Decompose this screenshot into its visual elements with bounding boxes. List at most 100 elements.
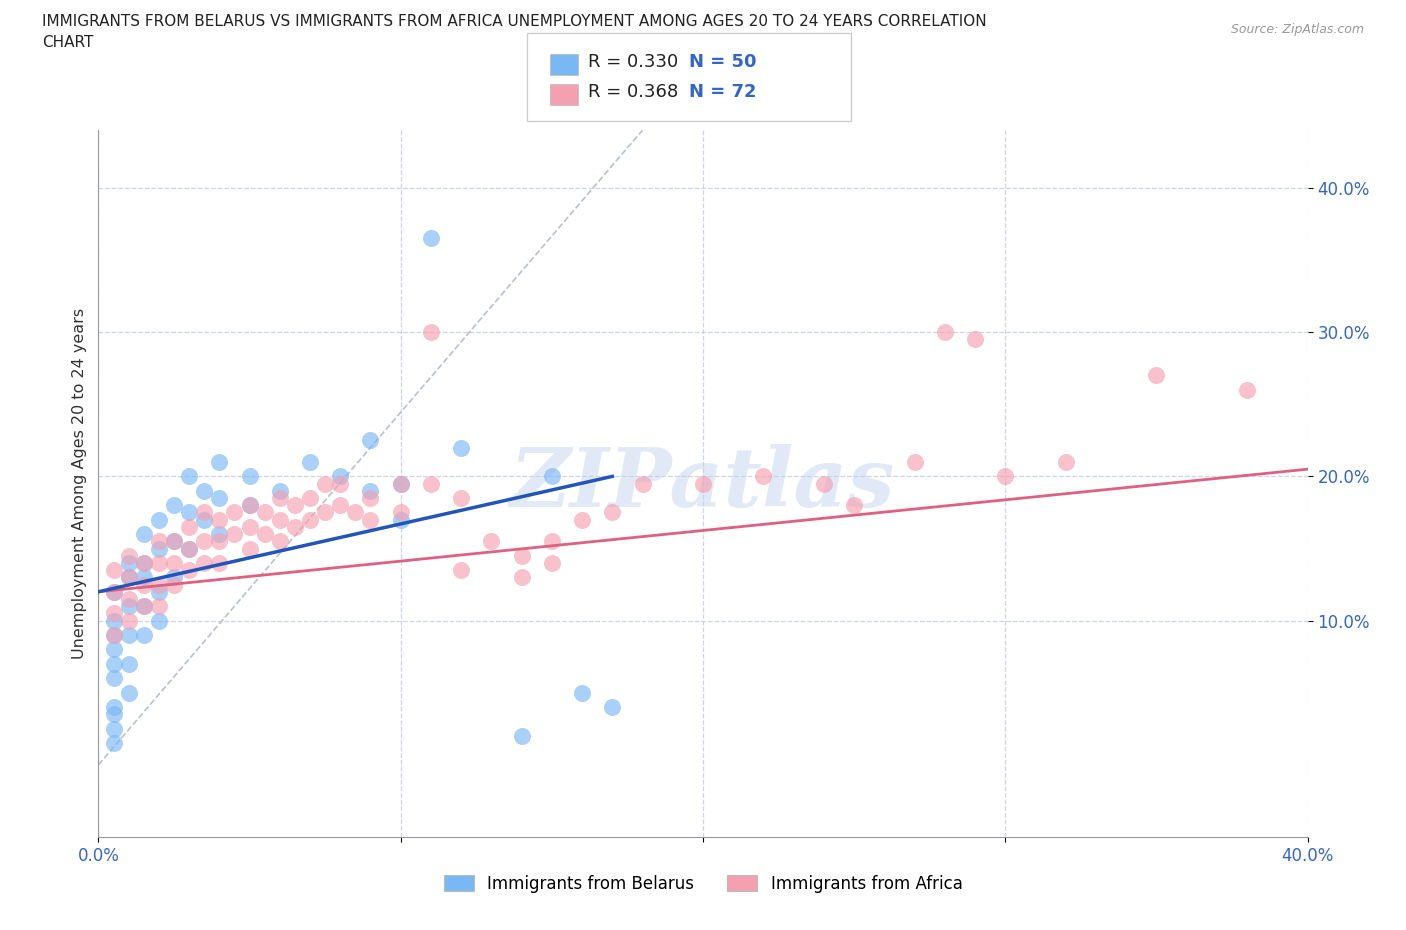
Point xyxy=(148,555,170,570)
Point xyxy=(239,541,262,556)
Point xyxy=(118,570,141,585)
Point xyxy=(148,534,170,549)
Point xyxy=(602,505,624,520)
Point xyxy=(965,332,987,347)
Point xyxy=(299,512,322,527)
Point xyxy=(314,505,336,520)
Y-axis label: Unemployment Among Ages 20 to 24 years: Unemployment Among Ages 20 to 24 years xyxy=(72,308,87,659)
Point xyxy=(844,498,866,512)
Point xyxy=(132,570,155,585)
Point xyxy=(179,469,201,484)
Point xyxy=(284,520,307,535)
Point xyxy=(540,555,562,570)
Point xyxy=(179,505,201,520)
Point xyxy=(132,599,155,614)
Point xyxy=(132,555,155,570)
Legend: Immigrants from Belarus, Immigrants from Africa: Immigrants from Belarus, Immigrants from… xyxy=(437,868,969,899)
Point xyxy=(239,469,262,484)
Point xyxy=(103,584,125,599)
Point xyxy=(571,512,593,527)
Text: IMMIGRANTS FROM BELARUS VS IMMIGRANTS FROM AFRICA UNEMPLOYMENT AMONG AGES 20 TO : IMMIGRANTS FROM BELARUS VS IMMIGRANTS FR… xyxy=(42,14,987,29)
Point xyxy=(253,526,276,541)
Point xyxy=(344,505,367,520)
Point xyxy=(360,491,382,506)
Point xyxy=(224,526,246,541)
Point xyxy=(163,534,186,549)
Point xyxy=(193,505,215,520)
Text: R = 0.330: R = 0.330 xyxy=(588,53,678,72)
Point xyxy=(239,520,262,535)
Point xyxy=(239,498,262,512)
Point xyxy=(103,628,125,643)
Point xyxy=(103,628,125,643)
Point xyxy=(360,484,382,498)
Point xyxy=(118,591,141,606)
Point xyxy=(132,578,155,592)
Point xyxy=(208,491,231,506)
Point xyxy=(163,555,186,570)
Point xyxy=(179,541,201,556)
Point xyxy=(148,584,170,599)
Point xyxy=(692,476,714,491)
Point xyxy=(450,491,472,506)
Point xyxy=(269,534,291,549)
Point xyxy=(934,325,956,339)
Point xyxy=(360,432,382,447)
Point xyxy=(752,469,775,484)
Point xyxy=(103,736,125,751)
Point xyxy=(540,469,562,484)
Point xyxy=(103,584,125,599)
Point xyxy=(450,440,472,455)
Point xyxy=(269,491,291,506)
Point xyxy=(148,578,170,592)
Point xyxy=(163,570,186,585)
Point xyxy=(163,578,186,592)
Point xyxy=(132,555,155,570)
Point xyxy=(329,498,352,512)
Point xyxy=(193,484,215,498)
Point xyxy=(481,534,503,549)
Point xyxy=(163,534,186,549)
Point xyxy=(420,476,443,491)
Point xyxy=(360,512,382,527)
Text: R = 0.368: R = 0.368 xyxy=(588,83,678,101)
Point xyxy=(103,671,125,685)
Point xyxy=(103,722,125,737)
Text: CHART: CHART xyxy=(42,35,94,50)
Point xyxy=(179,541,201,556)
Point xyxy=(420,231,443,246)
Point xyxy=(420,325,443,339)
Point xyxy=(1144,368,1167,383)
Point xyxy=(163,498,186,512)
Point xyxy=(208,555,231,570)
Point xyxy=(103,699,125,714)
Point xyxy=(510,570,533,585)
Point xyxy=(904,455,927,470)
Point xyxy=(208,526,231,541)
Point xyxy=(208,512,231,527)
Point xyxy=(118,657,141,671)
Point xyxy=(118,549,141,564)
Point xyxy=(103,613,125,628)
Point xyxy=(103,563,125,578)
Point xyxy=(132,526,155,541)
Point xyxy=(103,657,125,671)
Point xyxy=(389,505,412,520)
Point xyxy=(193,512,215,527)
Point xyxy=(148,541,170,556)
Point xyxy=(631,476,654,491)
Point xyxy=(118,555,141,570)
Point xyxy=(148,599,170,614)
Point xyxy=(193,534,215,549)
Point xyxy=(208,455,231,470)
Point xyxy=(103,606,125,621)
Point xyxy=(389,476,412,491)
Point xyxy=(299,455,322,470)
Point xyxy=(103,707,125,722)
Point xyxy=(253,505,276,520)
Point xyxy=(118,570,141,585)
Point xyxy=(193,555,215,570)
Text: ZIPatlas: ZIPatlas xyxy=(510,444,896,524)
Point xyxy=(389,512,412,527)
Point xyxy=(994,469,1017,484)
